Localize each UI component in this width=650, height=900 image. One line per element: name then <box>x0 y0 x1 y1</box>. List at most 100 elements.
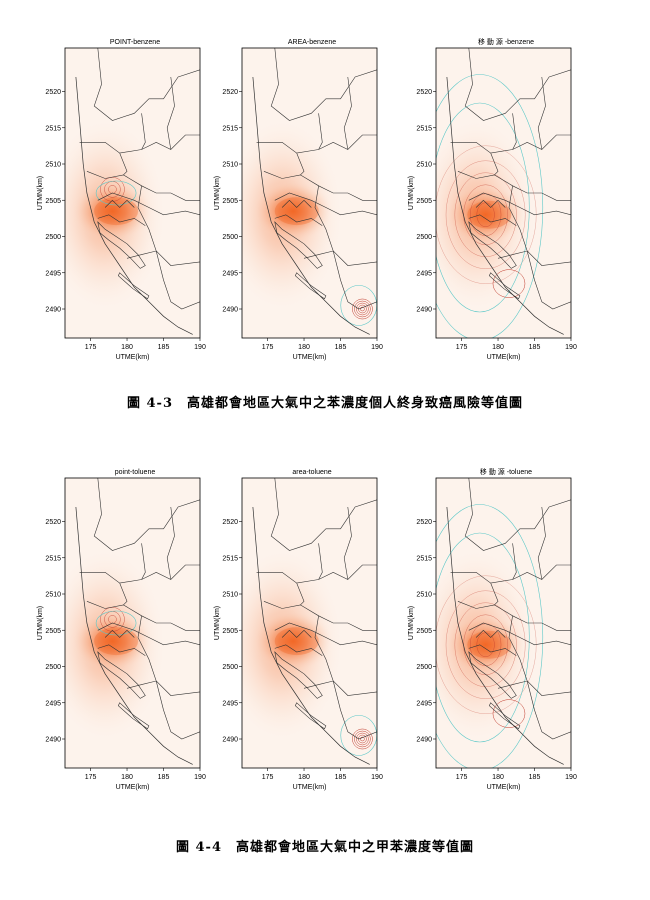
district-boundary <box>274 622 377 646</box>
contour-line <box>352 298 373 320</box>
map-layer <box>436 478 571 768</box>
y-tick-label: 2505 <box>45 628 61 635</box>
district-boundary <box>457 601 571 631</box>
concentration-core <box>274 197 319 226</box>
x-tick-label: 190 <box>371 774 383 781</box>
y-tick-label: 2515 <box>416 555 432 562</box>
concentration-hotspot <box>445 184 526 245</box>
x-tick-label: 180 <box>121 344 133 351</box>
district-boundary <box>497 250 528 259</box>
x-tick-label: 180 <box>298 344 310 351</box>
y-tick-label: 2490 <box>416 737 432 744</box>
district-boundary <box>155 680 200 740</box>
plot-frame <box>435 477 572 769</box>
y-tick-label: 2500 <box>416 234 432 241</box>
district-boundary <box>79 564 200 584</box>
panel-toluene-point: point-toluene 175 180 185 190 2490 2495 2500 25… <box>37 468 206 791</box>
contour-line <box>360 306 365 312</box>
y-tick-label: 2500 <box>222 234 238 241</box>
x-tick-label: 180 <box>492 344 504 351</box>
district-boundary <box>303 680 334 689</box>
contour-line <box>100 607 125 632</box>
x-tick-label: 190 <box>371 344 383 351</box>
y-tick-label: 2490 <box>416 307 432 314</box>
district-boundary <box>274 192 377 216</box>
district-boundary <box>166 76 175 150</box>
district-boundary <box>97 192 200 216</box>
x-tick-label: 185 <box>529 774 541 781</box>
plot-frame <box>241 477 378 769</box>
y-tick-label: 2520 <box>45 519 61 526</box>
district-boundary <box>86 171 200 201</box>
contour-line <box>445 590 526 699</box>
contour-line <box>108 615 117 624</box>
caption-number: 圖 4-4 <box>175 840 222 855</box>
district-boundary <box>512 543 517 580</box>
district-boundary <box>155 250 200 310</box>
x-tick-label: 175 <box>456 774 468 781</box>
harbor-outline <box>488 272 521 300</box>
harbor-outline <box>274 651 323 699</box>
district-boundary <box>93 48 200 121</box>
coastline <box>446 506 564 765</box>
district-boundary <box>318 113 323 150</box>
district-boundary <box>468 214 517 226</box>
harbor-outline <box>294 272 327 300</box>
district-boundary <box>450 134 571 154</box>
district-boundary <box>464 478 571 551</box>
contour-line <box>356 302 369 316</box>
contour-line <box>436 504 544 768</box>
panel-title: 移 動 源 -benzene <box>477 39 535 46</box>
contour-map: 175 180 185 190 2490 2495 2500 2505 2510 2515 2520… <box>37 477 206 791</box>
district-boundary <box>475 199 506 208</box>
district-boundary <box>303 250 334 259</box>
plot-frame <box>64 477 201 769</box>
figure-caption-4-4: 圖 4-4 高雄都會地區大氣中之甲苯濃度等值圖 <box>0 836 650 855</box>
y-axis-label: UTMN(km) <box>37 606 44 640</box>
x-tick-label: 175 <box>85 774 97 781</box>
y-tick-label: 2495 <box>45 700 61 707</box>
district-boundary <box>270 478 377 551</box>
y-tick-label: 2510 <box>45 592 61 599</box>
contour-line <box>354 730 371 748</box>
district-boundary <box>256 134 377 154</box>
contour-line <box>492 269 526 298</box>
district-boundary <box>256 564 377 584</box>
y-tick-label: 2510 <box>416 592 432 599</box>
x-tick-label: 185 <box>335 774 347 781</box>
concentration-hotspot <box>445 614 526 675</box>
district-boundary <box>490 152 499 176</box>
district-boundary <box>464 48 571 121</box>
coastline <box>252 76 370 335</box>
map-layer <box>65 478 200 765</box>
x-tick-label: 185 <box>529 344 541 351</box>
district-boundary <box>97 622 200 646</box>
y-tick-label: 2520 <box>416 519 432 526</box>
y-tick-label: 2500 <box>45 234 61 241</box>
coastline <box>75 76 193 335</box>
x-tick-label: 190 <box>194 774 206 781</box>
district-boundary <box>79 134 200 154</box>
contour-line <box>352 728 373 750</box>
panel-title: POINT-benzene <box>109 39 161 46</box>
x-tick-label: 190 <box>194 344 206 351</box>
x-tick-label: 185 <box>158 344 170 351</box>
x-tick-label: 175 <box>262 774 274 781</box>
plot-frame <box>64 47 201 339</box>
panel-benzene-area: AREA-benzene 175 180 185 190 2490 2495 2500 250… <box>214 38 383 361</box>
harbor-outline <box>488 702 521 730</box>
x-axis-label: UTME(km) <box>116 354 150 361</box>
x-tick-label: 180 <box>121 774 133 781</box>
district-boundary <box>263 601 377 631</box>
panel-toluene-mobile: 移 動 源 -toluene 175 180 185 190 2490 2495 2500 2… <box>408 468 577 791</box>
district-boundary <box>281 629 312 638</box>
concentration-core <box>274 627 319 656</box>
y-tick-label: 2490 <box>45 737 61 744</box>
y-tick-label: 2495 <box>416 270 432 277</box>
district-boundary <box>274 644 323 656</box>
district-boundary <box>126 250 157 259</box>
y-tick-label: 2520 <box>416 89 432 96</box>
district-boundary <box>104 629 135 638</box>
harbor-outline <box>274 221 323 269</box>
district-boundary <box>263 171 377 201</box>
